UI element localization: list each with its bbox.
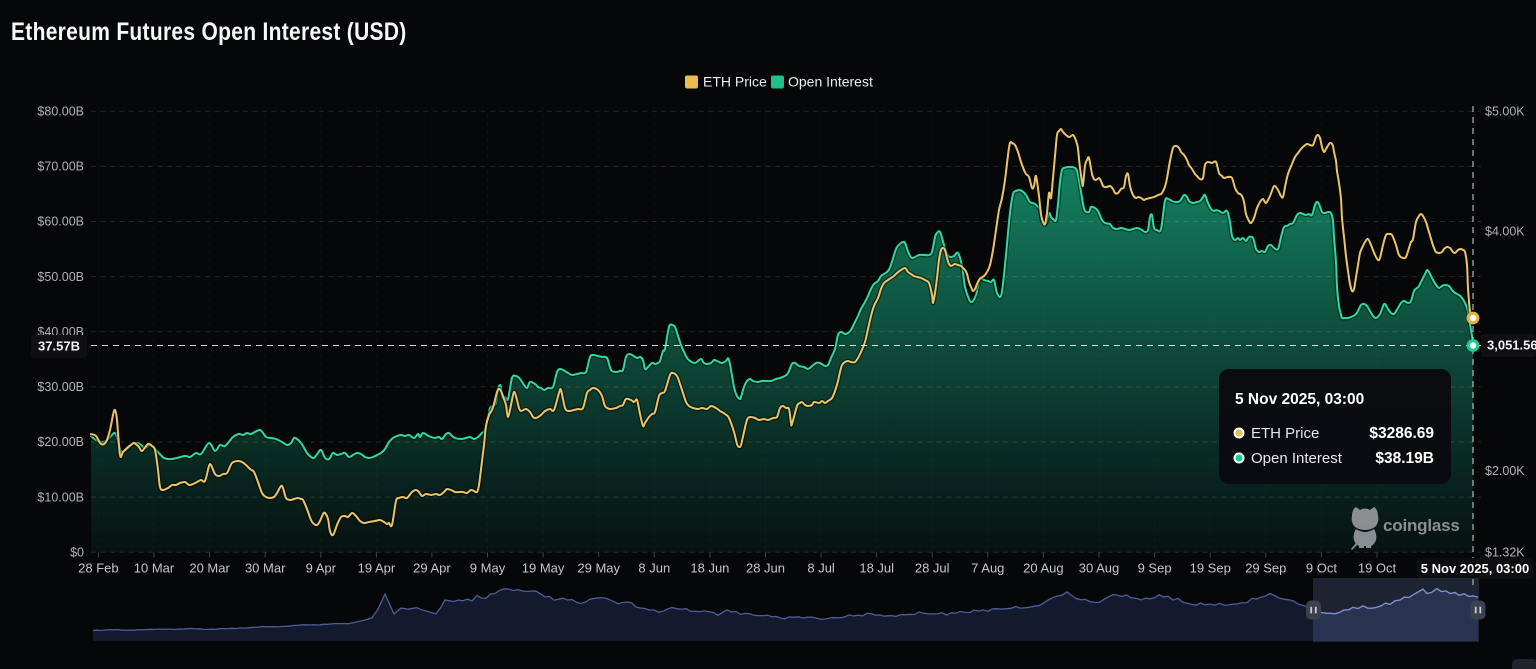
svg-text:18 Jul: 18 Jul [859, 561, 894, 576]
svg-text:9 Apr: 9 Apr [306, 561, 337, 576]
svg-text:29 Sep: 29 Sep [1245, 561, 1286, 576]
svg-text:$2.00K: $2.00K [1485, 464, 1525, 478]
svg-text:7 Aug: 7 Aug [971, 561, 1004, 576]
svg-text:$3286.69: $3286.69 [1369, 425, 1434, 442]
svg-text:30 Aug: 30 Aug [1079, 561, 1120, 576]
svg-text:19 Apr: 19 Apr [358, 561, 396, 576]
svg-text:$5.00K: $5.00K [1485, 105, 1525, 119]
svg-text:$50.00B: $50.00B [37, 270, 84, 284]
svg-text:ETH Price: ETH Price [1251, 425, 1319, 442]
svg-text:$70.00B: $70.00B [37, 160, 84, 174]
svg-text:5 Nov 2025, 03:00: 5 Nov 2025, 03:00 [1235, 391, 1364, 408]
svg-text:$10.00B: $10.00B [37, 490, 84, 504]
svg-text:coinglass: coinglass [1383, 516, 1460, 535]
svg-text:28 Jun: 28 Jun [746, 561, 785, 576]
svg-text:8 Jul: 8 Jul [807, 561, 835, 576]
svg-text:$38.19B: $38.19B [1375, 450, 1434, 467]
svg-text:19 May: 19 May [522, 561, 565, 576]
svg-text:Open Interest: Open Interest [1251, 450, 1343, 467]
svg-text:29 Apr: 29 Apr [413, 561, 451, 576]
svg-text:29 May: 29 May [577, 561, 620, 576]
svg-text:19 Oct: 19 Oct [1358, 561, 1397, 576]
svg-text:ETH Price: ETH Price [703, 74, 767, 90]
svg-text:8 Jun: 8 Jun [638, 561, 670, 576]
svg-text:$20.00B: $20.00B [37, 435, 84, 449]
svg-text:18 Jun: 18 Jun [690, 561, 729, 576]
svg-text:Open Interest: Open Interest [788, 74, 873, 90]
svg-text:Ethereum Futures Open Interest: Ethereum Futures Open Interest (USD) [11, 17, 407, 45]
svg-text:5 Nov 2025, 03:00: 5 Nov 2025, 03:00 [1421, 561, 1529, 576]
svg-text:$60.00B: $60.00B [37, 215, 84, 229]
svg-text:3,051.56: 3,051.56 [1487, 338, 1536, 353]
svg-text:$80.00B: $80.00B [37, 105, 84, 119]
svg-text:20 Aug: 20 Aug [1023, 561, 1064, 576]
svg-text:$30.00B: $30.00B [37, 380, 84, 394]
svg-text:28 Feb: 28 Feb [78, 561, 118, 576]
svg-text:$0: $0 [70, 545, 84, 559]
svg-text:37.57B: 37.57B [38, 339, 80, 354]
svg-text:$4.00K: $4.00K [1485, 224, 1525, 238]
svg-text:30 Mar: 30 Mar [245, 561, 286, 576]
svg-text:9 Oct: 9 Oct [1306, 561, 1337, 576]
svg-text:10 Mar: 10 Mar [134, 561, 175, 576]
svg-text:9 May: 9 May [470, 561, 506, 576]
svg-text:9 Sep: 9 Sep [1138, 561, 1172, 576]
svg-text:19 Sep: 19 Sep [1190, 561, 1231, 576]
svg-text:28 Jul: 28 Jul [915, 561, 950, 576]
svg-text:20 Mar: 20 Mar [189, 561, 230, 576]
svg-text:$1.32K: $1.32K [1485, 545, 1525, 559]
